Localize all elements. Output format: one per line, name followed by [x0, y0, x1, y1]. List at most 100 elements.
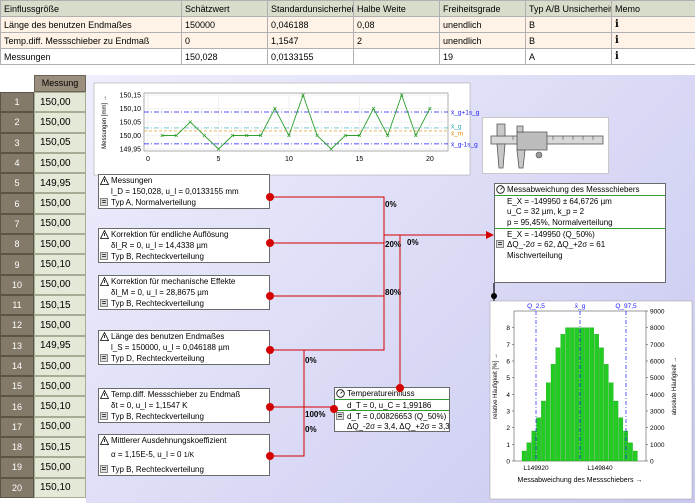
measurement-value[interactable]: 150,10 — [34, 477, 86, 498]
measurement-row-number[interactable]: 4 — [0, 152, 34, 174]
node-messungen[interactable]: Messungen l_D = 150,028, u_l = 0,0133155… — [98, 174, 270, 209]
measurement-value[interactable]: 150,00 — [34, 315, 86, 336]
measurement-value[interactable]: 150,05 — [34, 132, 86, 153]
model-diagram-canvas[interactable]: 150,15 150,10 150,05 150,00 149,95 0 5 10 15 20 Me… — [86, 75, 695, 503]
table-row-selected[interactable]: Messungen 150,028 0,0133155 19 A i — [0, 48, 695, 65]
cell-name[interactable]: Temp.diff. Messschieber zu Endmaß — [0, 32, 182, 49]
measurement-value[interactable]: 149,95 — [34, 335, 86, 356]
measurement-row[interactable]: 14 150,00 — [0, 355, 86, 377]
measurement-row-number[interactable]: 14 — [0, 355, 34, 377]
connector-dot[interactable] — [330, 405, 338, 413]
edit-icon[interactable] — [100, 354, 108, 362]
measurement-row-number[interactable]: 10 — [0, 274, 34, 295]
measurement-row-number[interactable]: 8 — [0, 234, 34, 255]
measurement-row-number[interactable]: 20 — [0, 477, 34, 498]
measurement-value[interactable]: 150,00 — [34, 193, 86, 214]
cell-type[interactable]: B — [525, 32, 612, 49]
measurement-row-number[interactable]: 11 — [0, 294, 34, 316]
measurement-value[interactable]: 150,00 — [34, 234, 86, 255]
measurement-row[interactable]: 9 150,10 — [0, 254, 86, 275]
node-ausdehnung[interactable]: Mittlerer Ausdehnungskoeffizient α = 1,1… — [98, 434, 270, 476]
cell-std[interactable]: 1,1547 — [267, 32, 354, 49]
cell-dof[interactable]: unendlich — [439, 16, 526, 33]
measurement-value[interactable]: 150,00 — [34, 213, 86, 235]
memo-info-icon[interactable]: i — [611, 16, 695, 33]
node-result[interactable]: Messabweichung des Messschiebers E_X = -… — [494, 183, 666, 283]
measurement-row[interactable]: 12 150,00 — [0, 315, 86, 336]
memo-info-icon[interactable]: i — [611, 48, 695, 65]
measurement-row-number[interactable]: 19 — [0, 457, 34, 478]
measurement-row-number[interactable]: 17 — [0, 416, 34, 438]
measurement-row[interactable]: 1 150,00 — [0, 92, 86, 113]
edit-icon[interactable] — [336, 412, 344, 420]
measurement-value[interactable]: 150,15 — [34, 437, 86, 458]
measurement-value[interactable]: 150,10 — [34, 254, 86, 275]
connector-dot[interactable] — [266, 403, 274, 411]
cell-name[interactable]: Länge des benutzen Endmaßes — [0, 16, 182, 33]
cell-type[interactable]: A — [525, 48, 612, 65]
edit-icon[interactable] — [100, 198, 108, 206]
measurement-row-number[interactable]: 12 — [0, 315, 34, 336]
measurement-value[interactable]: 150,00 — [34, 274, 86, 295]
col-header-schaetzwert[interactable]: Schätzwert — [181, 0, 268, 17]
cell-estimate[interactable]: 0 — [181, 32, 268, 49]
connector-dot[interactable] — [266, 452, 274, 460]
measurement-row-number[interactable]: 16 — [0, 396, 34, 417]
cell-half[interactable] — [353, 48, 440, 65]
measurement-row-number[interactable]: 1 — [0, 92, 34, 113]
edit-icon[interactable] — [100, 299, 108, 307]
table-row[interactable]: Länge des benutzen Endmaßes 150000 0,046… — [0, 16, 695, 33]
edit-icon[interactable] — [100, 412, 108, 420]
measurement-row-number[interactable]: 2 — [0, 112, 34, 133]
measurement-value[interactable]: 150,00 — [34, 457, 86, 478]
measurement-value[interactable]: 149,95 — [34, 173, 86, 194]
measurement-row-number[interactable]: 18 — [0, 437, 34, 458]
measurement-value[interactable]: 150,00 — [34, 152, 86, 174]
connector-dot[interactable] — [266, 193, 274, 201]
col-header-halbe-weite[interactable]: Halbe Weite — [353, 0, 440, 17]
measurement-row[interactable]: 15 150,00 — [0, 376, 86, 397]
measurement-row[interactable]: 3 150,05 — [0, 132, 86, 153]
edit-icon[interactable] — [100, 252, 108, 260]
node-temperatur[interactable]: Temperatureinfluss d_T = 0, u_C = 1,9918… — [334, 387, 450, 432]
connector-dot[interactable] — [266, 346, 274, 354]
measurement-row[interactable]: 6 150,00 — [0, 193, 86, 214]
col-header-einflussgroesse[interactable]: Einflussgröße — [0, 0, 182, 17]
measurement-row[interactable]: 18 150,15 — [0, 437, 86, 458]
col-header-typ[interactable]: Typ A/B Unsicherheit — [525, 0, 612, 17]
measurement-row-number[interactable]: 6 — [0, 193, 34, 214]
measurement-row[interactable]: 20 150,10 — [0, 477, 86, 498]
connector-dot[interactable] — [396, 384, 404, 392]
measurement-row-number[interactable]: 7 — [0, 213, 34, 235]
measurement-row-number[interactable]: 5 — [0, 173, 34, 194]
measurement-row-number[interactable]: 13 — [0, 335, 34, 356]
measurement-value[interactable]: 150,00 — [34, 376, 86, 397]
cell-std[interactable]: 0,046188 — [267, 16, 354, 33]
cell-estimate[interactable]: 150,028 — [181, 48, 268, 65]
measurement-row[interactable]: 2 150,00 — [0, 112, 86, 133]
cell-dof[interactable]: 19 — [439, 48, 526, 65]
node-aufloesung[interactable]: Korrektion für endliche Auflösung δl_R =… — [98, 228, 270, 263]
measurement-row[interactable]: 10 150,00 — [0, 274, 86, 295]
cell-type[interactable]: B — [525, 16, 612, 33]
cell-estimate[interactable]: 150000 — [181, 16, 268, 33]
cell-name[interactable]: Messungen — [0, 48, 182, 65]
cell-dof[interactable]: unendlich — [439, 32, 526, 49]
table-row[interactable]: Temp.diff. Messschieber zu Endmaß 0 1,15… — [0, 32, 695, 49]
measurement-value[interactable]: 150,00 — [34, 416, 86, 438]
measurement-value[interactable]: 150,00 — [34, 355, 86, 377]
measurement-row[interactable]: 11 150,15 — [0, 294, 86, 316]
measurement-row[interactable]: 7 150,00 — [0, 213, 86, 235]
node-tempdiff[interactable]: Temp.diff. Messschieber zu Endmaß δt = 0… — [98, 388, 270, 423]
memo-info-icon[interactable]: i — [611, 32, 695, 49]
measurement-row-number[interactable]: 15 — [0, 376, 34, 397]
measurement-row[interactable]: 13 149,95 — [0, 335, 86, 356]
measurement-value[interactable]: 150,00 — [34, 112, 86, 133]
measurement-row[interactable]: 19 150,00 — [0, 457, 86, 478]
col-header-memo[interactable]: Memo — [611, 0, 695, 17]
col-header-freiheitsgrade[interactable]: Freiheitsgrade — [439, 0, 526, 17]
measurement-row-number[interactable]: 9 — [0, 254, 34, 275]
measurement-row-number[interactable]: 3 — [0, 132, 34, 153]
measurement-value[interactable]: 150,10 — [34, 396, 86, 417]
measurement-row[interactable]: 4 150,00 — [0, 152, 86, 174]
